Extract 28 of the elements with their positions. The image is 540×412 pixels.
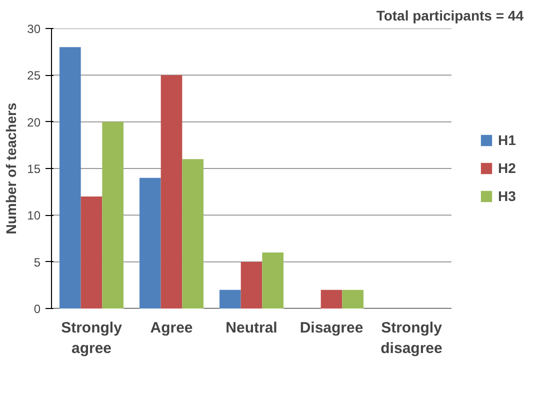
y-tick-label: 15 [27,162,41,176]
bar [102,122,124,308]
y-tick-label: 10 [27,208,41,223]
bar [60,47,81,308]
bar [342,290,364,308]
x-tick-label: Disagree [300,320,364,336]
y-tick-label: 25 [27,68,41,83]
bar [182,159,204,308]
y-tick-label: 30 [27,22,41,36]
x-tick-label: Agree [150,320,193,336]
x-tick-label: Strongly disagree [380,320,443,357]
bar [262,252,284,308]
legend-label: H3 [498,188,517,204]
x-tick-label: Neutral [226,320,278,336]
y-axis-title: Number of teachers [3,102,20,234]
text: Total participants = 44 [376,8,524,24]
bar [220,290,241,308]
bar [160,75,182,308]
y-tick-label: 20 [27,115,41,130]
bar [140,178,161,308]
legend-label: H2 [498,160,517,176]
bar [240,262,262,308]
bar [320,290,342,308]
y-tick-label: 5 [34,255,41,270]
legend-label: H1 [498,132,517,148]
x-tick-label: Strongly agree [61,320,123,357]
y-tick-label: 0 [34,302,41,316]
bar [80,196,102,308]
